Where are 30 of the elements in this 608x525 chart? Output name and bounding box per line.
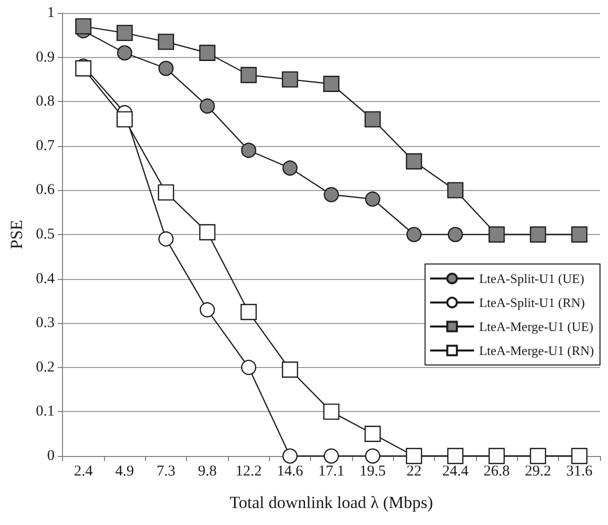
x-tick-label: 17.1 xyxy=(318,464,344,480)
x-tick-label: 26.8 xyxy=(484,464,510,480)
legend-label: LteA-Merge-U1 (UE) xyxy=(479,319,594,334)
y-tick-label: 0.7 xyxy=(36,138,56,154)
y-tick-label: 0.1 xyxy=(36,404,55,420)
x-axis-title: Total downlink load λ (Mbps) xyxy=(230,493,434,512)
y-tick-label: 0.9 xyxy=(36,49,55,66)
x-tick-label: 14.6 xyxy=(276,464,304,480)
y-axis-title: PSE xyxy=(7,220,26,250)
x-tick-label: 12.2 xyxy=(236,464,262,480)
x-tick-label: 31.6 xyxy=(566,464,593,480)
legend-label: LteA-Merge-U1 (RN) xyxy=(479,343,594,358)
x-tick-label: 4.9 xyxy=(115,464,134,480)
y-tick-label: 0.2 xyxy=(36,359,55,376)
x-tick-label: 22 xyxy=(406,464,422,480)
x-tick-label: 29.2 xyxy=(524,464,552,480)
y-tick-label: 0.8 xyxy=(36,94,55,110)
x-tick-label: 24.4 xyxy=(442,464,469,480)
x-tick-label: 9.8 xyxy=(198,464,217,480)
legend-label: LteA-Split-U1 (RN) xyxy=(479,295,585,310)
y-tick-label: 0 xyxy=(47,448,55,464)
y-tick-label: 0.6 xyxy=(36,182,56,198)
y-tick-label: 0.5 xyxy=(36,226,55,242)
x-tick-label: 19.5 xyxy=(360,464,386,480)
legend-label: LteA-Split-U1 (UE) xyxy=(479,271,584,286)
x-tick-label: 2.4 xyxy=(74,464,94,480)
y-tick-label: 1 xyxy=(47,5,55,21)
y-tick-label: 0.3 xyxy=(36,315,55,332)
y-tick-label: 0.4 xyxy=(36,270,56,287)
x-tick-label: 7.3 xyxy=(156,464,176,480)
